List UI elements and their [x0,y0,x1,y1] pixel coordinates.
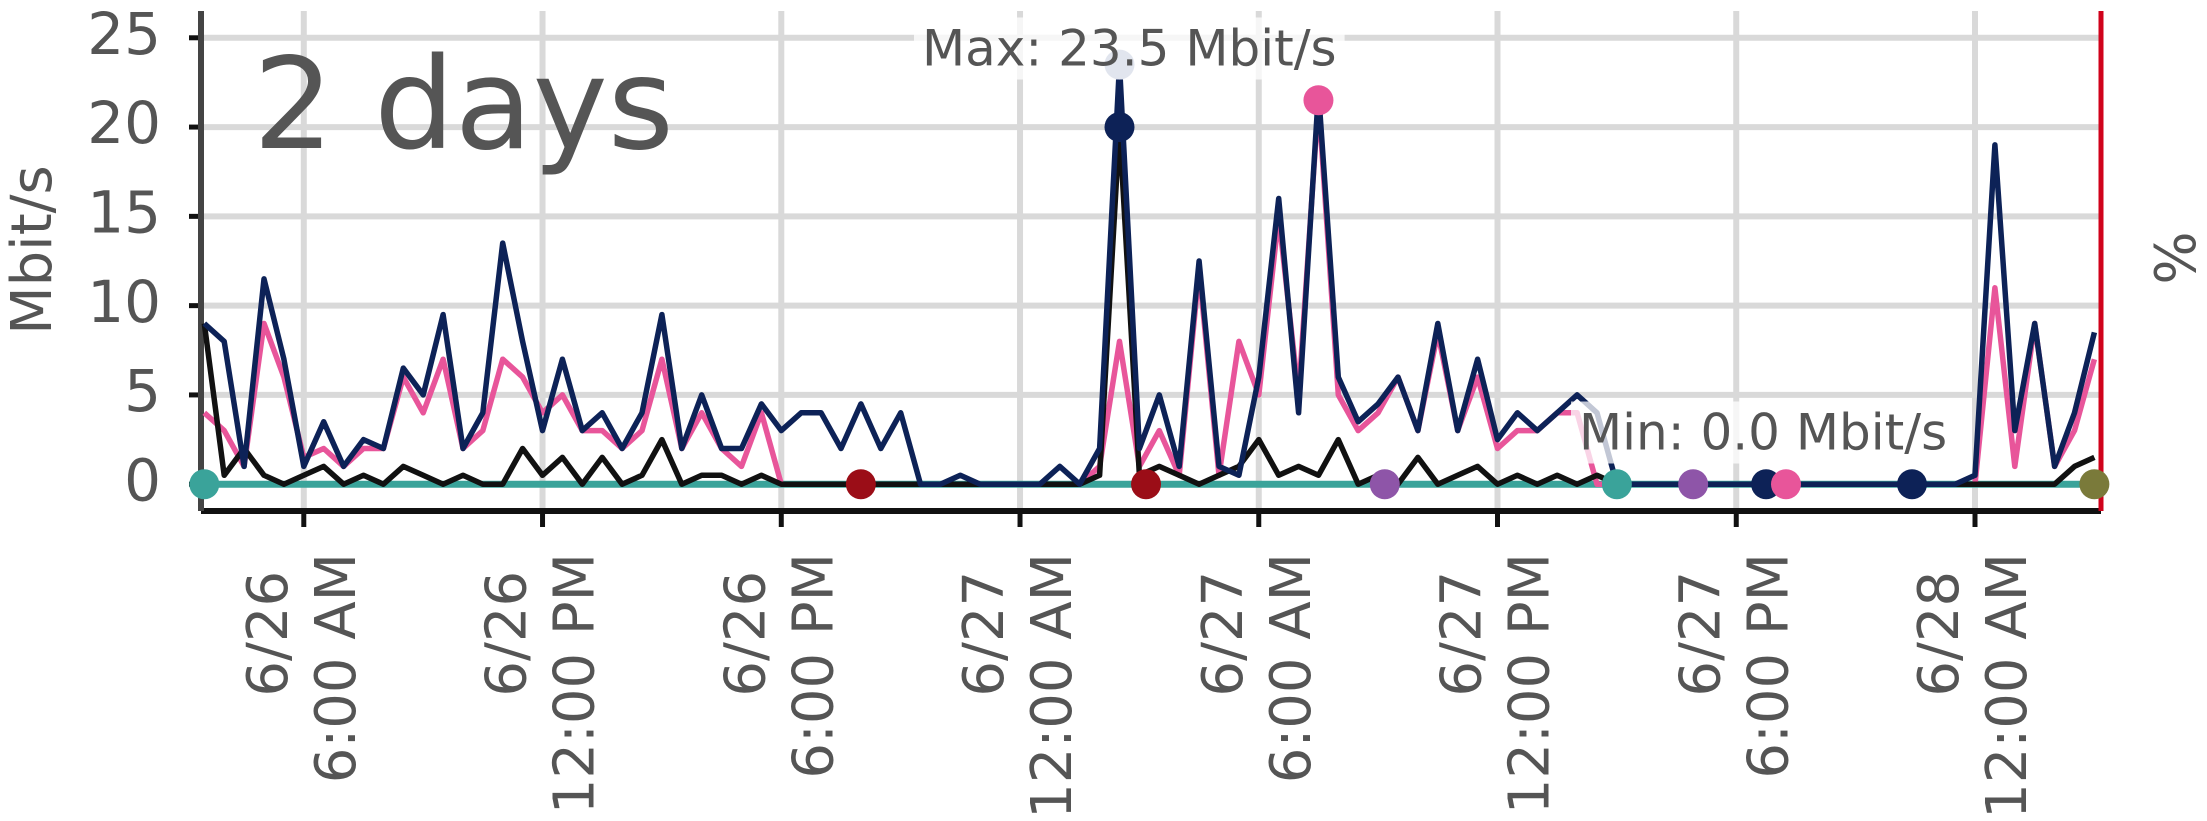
x-tick-date: 6/26 [236,553,301,697]
marker [2079,469,2110,500]
marker [189,469,220,500]
marker [1369,469,1400,500]
x-tick-time: 12:00 AM [1975,553,2040,819]
annotation-bg [914,17,1345,80]
x-tick-label: 6/26 6:00 AM [236,553,369,783]
marker [1601,469,1632,500]
y-tick-label: 20 [87,89,161,157]
x-tick-label: 6/27 6:00 AM [1191,553,1324,783]
marker [1104,112,1135,143]
x-tick-date: 6/28 [1907,553,1972,697]
annotation: Max: 23.5 Mbit/s [922,20,1337,78]
x-tick-label: 6/26 6:00 PM [713,553,846,779]
x-tick-time: 6:00 AM [304,553,369,783]
x-tick-date: 6/27 [1191,553,1256,697]
marker [1896,469,1927,500]
marker [1770,469,1801,500]
x-tick-date: 6/26 [475,553,540,697]
x-tick-time: 12:00 PM [1498,553,1563,814]
annotation: Min: 0.0 Mbit/s [1579,404,1947,462]
y-tick-label: 25 [87,0,161,68]
annotation-bg [1571,401,1956,464]
x-tick-label: 6/27 12:00 PM [1430,553,1563,814]
y-tick-label: 10 [87,268,161,336]
marker [1678,469,1709,500]
x-tick-label: 6/27 12:00 AM [952,553,1085,819]
x-tick-date: 6/27 [1668,553,1733,697]
chart-title: 2 days [253,30,674,178]
y-tick-label: 0 [124,446,161,514]
x-tick-date: 6/27 [952,553,1017,697]
x-tick-label: 6/28 12:00 AM [1907,553,2040,819]
marker [1131,469,1162,500]
y2-axis-label: % [2144,231,2207,284]
x-tick-label: 6/27 6:00 PM [1668,553,1801,779]
x-tick-date: 6/26 [713,553,778,697]
x-tick-time: 12:00 PM [543,553,608,814]
x-tick-time: 6:00 PM [781,553,846,779]
marker [1303,85,1334,116]
x-tick-time: 12:00 AM [1020,553,1085,819]
marker [845,469,876,500]
x-tick-date: 6/27 [1430,553,1495,697]
x-tick-time: 6:00 AM [1259,553,1324,783]
y-tick-label: 5 [124,357,161,425]
y-axis-label: Mbit/s [0,165,65,334]
x-tick-label: 6/26 12:00 PM [475,553,608,814]
x-tick-time: 6:00 PM [1736,553,1801,779]
y-tick-label: 15 [87,178,161,246]
